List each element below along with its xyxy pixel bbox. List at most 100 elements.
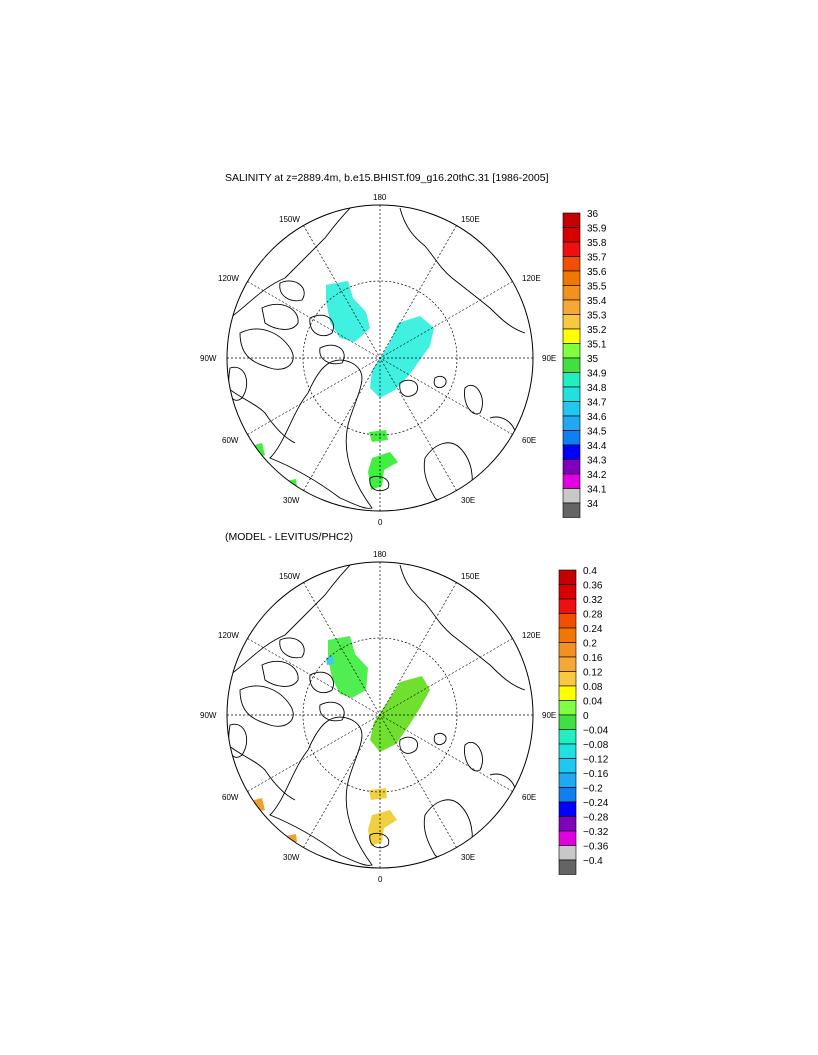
region-yellow-fram-b xyxy=(368,810,397,846)
colorbar-label: 0.28 xyxy=(583,610,603,621)
colorbar-label: −0.24 xyxy=(583,798,609,809)
colorbar-label: 34.4 xyxy=(587,441,607,452)
colorbar-label: 0.04 xyxy=(583,697,603,708)
colorbar-box xyxy=(562,285,581,301)
colorbar-label: 35.4 xyxy=(587,296,607,307)
lon-label-60w-b: 60W xyxy=(222,793,239,802)
colorbar-box xyxy=(558,859,577,875)
lon-label-120e: 120E xyxy=(522,274,541,283)
colorbar-box xyxy=(558,787,577,803)
colorbar-label: 0.12 xyxy=(583,668,603,679)
map-boundary-top xyxy=(226,204,534,512)
map-panel-difference: 180 0 150W 150E 120W 120E 90W 90E 60W 60… xyxy=(200,550,556,884)
colorbar-box xyxy=(558,584,577,600)
colorbar-box xyxy=(558,700,577,716)
lon-label-60w: 60W xyxy=(222,436,239,445)
lon-label-30e-b: 30E xyxy=(461,853,475,862)
colorbar-box xyxy=(558,801,577,817)
colorbar-box xyxy=(562,270,581,286)
region-green-canada-basin xyxy=(328,636,368,698)
map-panel-salinity: 180 0 150W 150E 120W 120E 90W 90E 60W 60… xyxy=(200,193,556,527)
colorbar-label: 35 xyxy=(587,354,599,365)
lon-label-120e-b: 120E xyxy=(522,631,541,640)
region-green-fram-b xyxy=(368,452,398,490)
colorbar-box xyxy=(562,488,581,504)
region-cyan-canada-basin xyxy=(326,281,370,342)
colorbar-box xyxy=(558,671,577,687)
colorbar-box xyxy=(562,430,581,446)
colorbar-label: −0.04 xyxy=(583,726,609,737)
lon-label-150w-b: 150W xyxy=(279,572,300,581)
colorbar-label: −0.4 xyxy=(583,856,603,867)
colorbar-label: 34.1 xyxy=(587,485,607,496)
colorbar-label: 34.3 xyxy=(587,456,607,467)
lon-label-180: 180 xyxy=(373,193,387,202)
lon-label-90e-b: 90E xyxy=(542,711,556,720)
lon-label-60e-b: 60E xyxy=(522,793,536,802)
colorbar-label: 35.3 xyxy=(587,311,607,322)
colorbar-box xyxy=(562,401,581,417)
lon-label-30w-b: 30W xyxy=(283,853,300,862)
colorbar-box xyxy=(558,569,577,585)
colorbar-label: 34 xyxy=(587,499,599,510)
colorbar-label: 34.5 xyxy=(587,427,607,438)
lon-label-30w: 30W xyxy=(283,496,300,505)
colorbar-label: 35.7 xyxy=(587,253,607,264)
lon-label-180-b: 180 xyxy=(373,550,387,559)
lon-label-90w: 90W xyxy=(200,354,217,363)
colorbar-box xyxy=(558,758,577,774)
colorbar-label: 35.2 xyxy=(587,325,607,336)
colorbar-label: 35.6 xyxy=(587,267,607,278)
colorbar-box xyxy=(562,212,581,228)
colorbar-box xyxy=(562,444,581,460)
map-boundary-bottom xyxy=(226,561,534,869)
colorbar-label: 0.08 xyxy=(583,682,603,693)
colorbar-box xyxy=(562,314,581,330)
colorbar-box xyxy=(558,816,577,832)
colorbar-box xyxy=(558,743,577,759)
colorbar-box xyxy=(562,502,581,518)
colorbar-label: −0.28 xyxy=(583,813,609,824)
colorbar-box xyxy=(562,386,581,402)
region-orange-labrador-b xyxy=(286,834,297,843)
graticule-bottom xyxy=(226,561,534,869)
colorbar-box xyxy=(558,845,577,861)
colorbar-label: 35.9 xyxy=(587,224,607,235)
region-cyan-spot xyxy=(326,656,334,665)
colorbar-box xyxy=(562,256,581,272)
colorbar-box xyxy=(562,473,581,489)
region-cyan-eurasian-basin xyxy=(370,316,434,398)
colorbar-box xyxy=(562,299,581,315)
lon-label-150w: 150W xyxy=(279,215,300,224)
graticule-top xyxy=(226,204,534,512)
colorbar-label: 0.2 xyxy=(583,639,597,650)
colorbar-box xyxy=(562,415,581,431)
colorbar-label: 34.2 xyxy=(587,470,607,481)
colorbar-label: −0.32 xyxy=(583,827,609,838)
lon-label-0-b: 0 xyxy=(378,875,383,884)
colorbar-box xyxy=(558,613,577,629)
colorbar-label: 0.4 xyxy=(583,566,597,577)
map-title-salinity: SALINITY at z=2889.4m, b.e15.BHIST.f09_g… xyxy=(225,172,549,184)
colorbar-label: 34.7 xyxy=(587,398,607,409)
region-green-labrador-a xyxy=(254,443,265,458)
colorbar-label: −0.36 xyxy=(583,842,609,853)
region-green-fram-a xyxy=(369,430,388,442)
colorbar-box xyxy=(562,459,581,475)
colorbar-label: 0.16 xyxy=(583,653,603,664)
colorbar-box xyxy=(558,830,577,846)
colorbar-box xyxy=(562,241,581,257)
colorbar-salinity: 36 35.9 35.8 35.7 35.6 35.5 35.4 35.3 35.2 35.1 35… xyxy=(562,209,607,518)
lon-label-90w-b: 90W xyxy=(200,711,217,720)
colorbar-box xyxy=(562,328,581,344)
colorbar-label: −0.16 xyxy=(583,769,609,780)
lon-label-0: 0 xyxy=(378,518,383,527)
colorbar-box xyxy=(558,656,577,672)
colorbar-box xyxy=(562,227,581,243)
lon-label-120w: 120W xyxy=(218,274,239,283)
colorbar-box xyxy=(558,772,577,788)
colorbar-box xyxy=(562,343,581,359)
colorbar-label: 34.9 xyxy=(587,369,607,380)
colorbar-label: −0.12 xyxy=(583,755,609,766)
colorbar-label: 35.5 xyxy=(587,282,607,293)
